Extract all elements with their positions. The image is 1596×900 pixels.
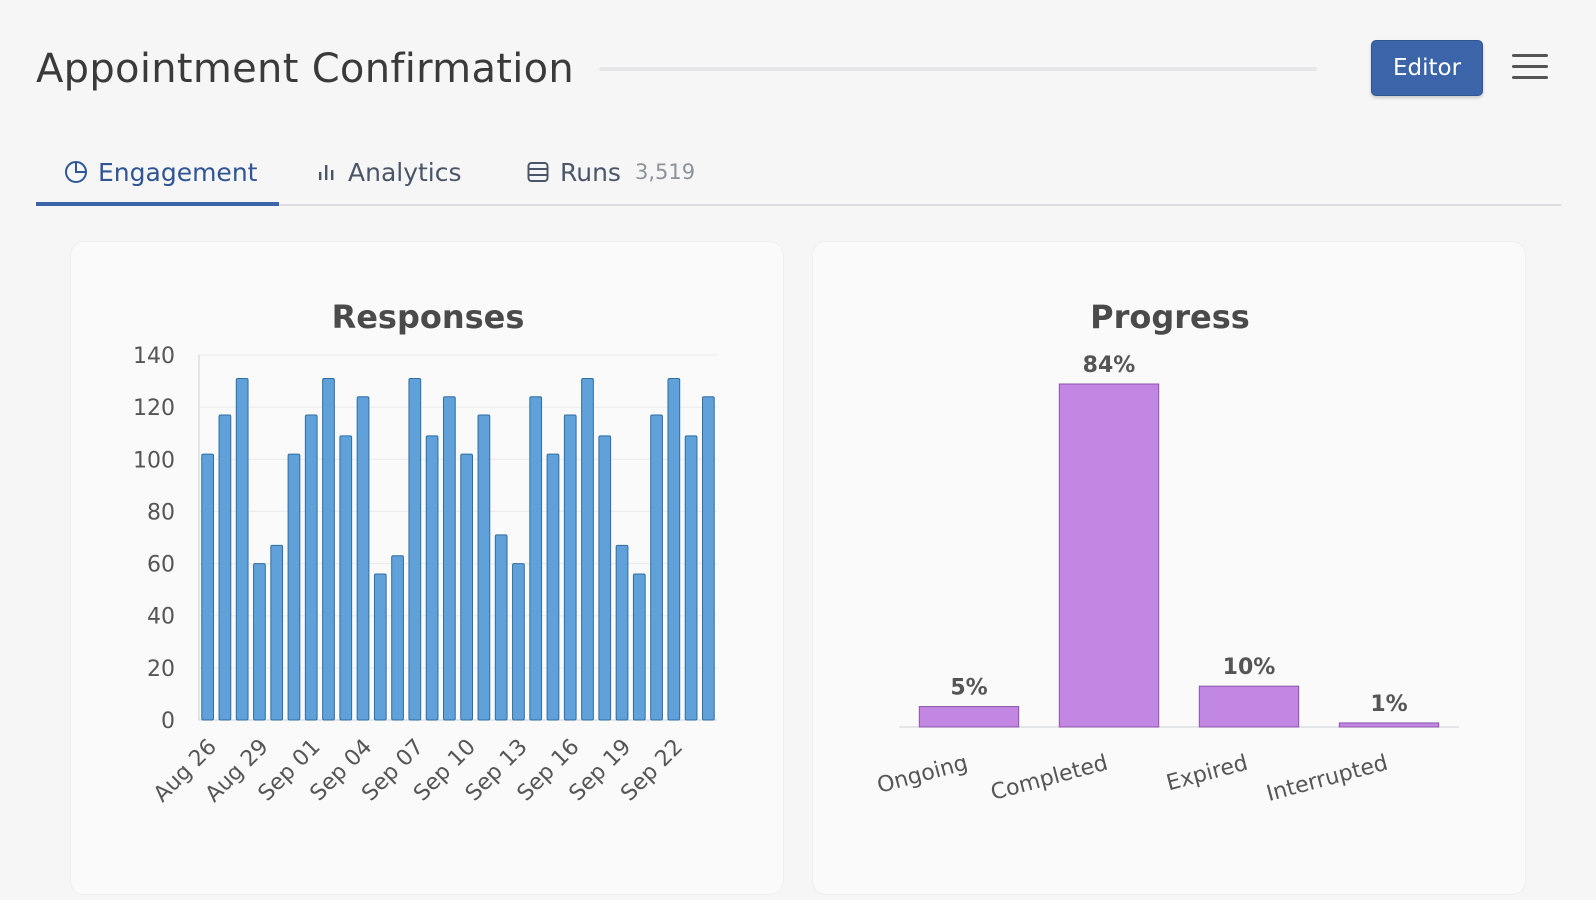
response-bar: [632, 573, 646, 721]
editor-button[interactable]: Editor: [1371, 40, 1483, 96]
tab-label: Analytics: [348, 157, 462, 187]
y-tick-label: 80: [147, 500, 175, 525]
response-bar: [339, 435, 353, 721]
response-bar: [373, 573, 387, 721]
response-bar: [529, 396, 543, 721]
x-tick-label: Expired: [1164, 751, 1251, 797]
page-header: Appointment Confirmation Editor: [36, 40, 1548, 100]
response-bar: [581, 377, 594, 721]
response-bar: [408, 377, 422, 721]
response-bar: [425, 435, 439, 721]
response-bar: [304, 414, 318, 721]
response-bar: [287, 453, 301, 721]
progress-bar: [918, 706, 1020, 728]
response-bar: [701, 396, 715, 721]
progress-bar: [1058, 383, 1160, 728]
response-bar: [477, 414, 491, 721]
tab-label: Engagement: [98, 157, 258, 187]
table-icon: [527, 162, 549, 182]
progress-bar: [1338, 722, 1440, 728]
data-label: 5%: [950, 676, 987, 701]
title-divider: [599, 67, 1317, 71]
data-label: 84%: [1083, 353, 1136, 378]
x-tick-label: Ongoing: [875, 751, 971, 799]
tab-analytics[interactable]: Analytics: [316, 140, 462, 204]
response-bar: [322, 377, 335, 721]
response-bar: [494, 534, 508, 721]
chart-title: Responses: [332, 298, 525, 336]
response-bar: [512, 563, 525, 721]
tab-runs[interactable]: Runs 3,519: [526, 140, 695, 204]
hamburger-menu-icon[interactable]: [1512, 52, 1548, 82]
y-tick-label: 40: [147, 605, 175, 630]
data-label: 10%: [1223, 655, 1276, 680]
page-title: Appointment Confirmation: [36, 46, 575, 92]
y-tick-label: 120: [133, 396, 175, 421]
response-bar: [460, 453, 474, 721]
y-tick-label: 20: [147, 657, 175, 682]
response-bar: [684, 435, 698, 721]
progress-chart: Progress 5% Ongoing 84% Completed 10% Expired…: [875, 298, 1459, 807]
data-label: 1%: [1370, 692, 1407, 717]
response-bar: [253, 563, 266, 721]
tab-bar: Engagement Analytics Runs 3,519: [36, 140, 1561, 206]
response-bar: [356, 396, 370, 721]
response-bar: [563, 414, 577, 721]
y-tick-label: 0: [161, 709, 175, 734]
response-bar: [650, 414, 663, 721]
tab-engagement[interactable]: Engagement: [36, 140, 279, 206]
x-tick-label: Interrupted: [1264, 751, 1391, 807]
response-bar: [598, 435, 612, 721]
bar-chart-icon: [319, 165, 334, 180]
response-bar: [201, 453, 215, 721]
response-bar: [546, 453, 560, 721]
responses-chart-card: Responses 0 20 40 60 80 100 120 140 Aug 26 Aug 29…: [70, 241, 784, 895]
progress-bar: [1198, 685, 1300, 728]
response-bar: [667, 377, 681, 721]
response-bar: [615, 544, 629, 721]
y-tick-label: 140: [133, 344, 175, 369]
response-bar: [442, 396, 456, 721]
response-bar: [391, 555, 404, 721]
tab-label: Runs: [560, 157, 621, 187]
x-tick-label: Completed: [988, 751, 1110, 806]
response-bar: [235, 377, 249, 721]
pie-chart-icon: [65, 161, 87, 183]
y-tick-label: 100: [133, 448, 175, 473]
progress-chart-card: Progress 5% Ongoing 84% Completed 10% Expired…: [812, 241, 1526, 895]
chart-title: Progress: [1090, 298, 1250, 336]
response-bar: [270, 544, 284, 721]
y-tick-label: 60: [147, 553, 175, 578]
runs-count-badge: 3,519: [634, 160, 696, 184]
response-bar: [218, 414, 232, 721]
